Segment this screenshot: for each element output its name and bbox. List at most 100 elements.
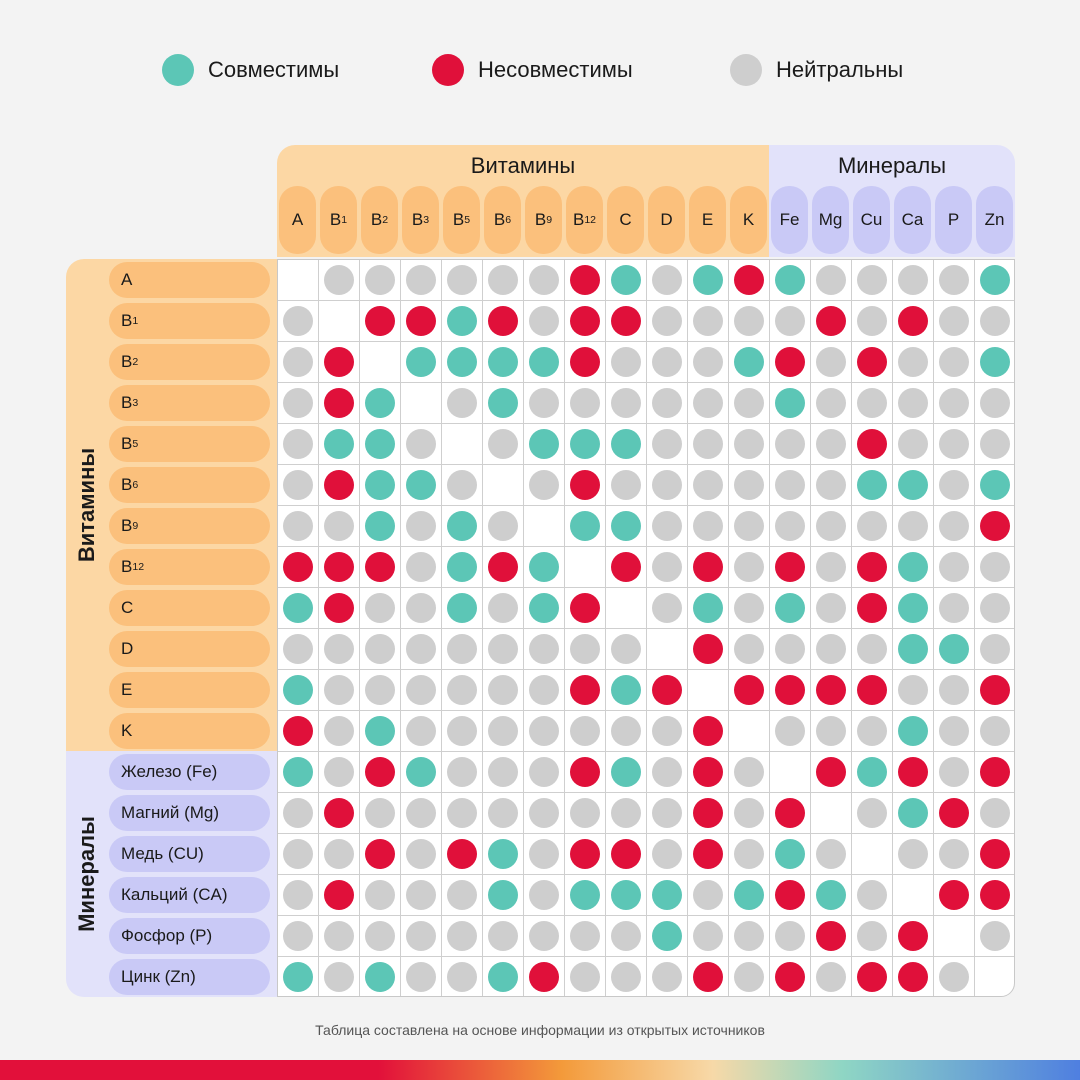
- legend-item-compatible: Совместимы: [162, 52, 339, 88]
- grid-cell: [729, 793, 770, 834]
- grid-cell: [442, 793, 483, 834]
- dot-neutral: [447, 716, 477, 746]
- grid-cell: [565, 752, 606, 793]
- dot-neutral: [857, 265, 887, 295]
- grid-cell: [319, 342, 360, 383]
- grid-cell: [934, 957, 975, 996]
- grid-cell: [319, 260, 360, 301]
- dot-neutral: [857, 306, 887, 336]
- dot-incompatible: [570, 593, 600, 623]
- grid-cell: [729, 875, 770, 916]
- dot-compatible: [529, 593, 559, 623]
- dot-neutral: [447, 921, 477, 951]
- grid-cell: [442, 465, 483, 506]
- grid-cell: [688, 383, 729, 424]
- dot-incompatible: [693, 798, 723, 828]
- grid-cell: [565, 588, 606, 629]
- dot-compatible: [652, 880, 682, 910]
- grid-cell: [975, 711, 1014, 752]
- dot-compatible: [611, 511, 641, 541]
- dot-neutral: [816, 388, 846, 418]
- grid-cell: [565, 834, 606, 875]
- grid-cell: [647, 588, 688, 629]
- grid-cell: [319, 957, 360, 996]
- dot-neutral: [939, 511, 969, 541]
- grid-cell: [770, 260, 811, 301]
- dot-compatible: [898, 634, 928, 664]
- dot-neutral: [734, 757, 764, 787]
- dot-incompatible: [365, 552, 395, 582]
- grid-cell: [278, 465, 319, 506]
- dot-neutral: [611, 921, 641, 951]
- dot-compatible: [570, 880, 600, 910]
- grid-cell: [893, 793, 934, 834]
- grid-cell: [688, 588, 729, 629]
- dot-neutral: [816, 593, 846, 623]
- dot-incompatible: [734, 265, 764, 295]
- dot-neutral: [857, 921, 887, 951]
- grid-cell: [770, 711, 811, 752]
- grid-cell: [934, 752, 975, 793]
- dot-compatible: [980, 347, 1010, 377]
- grid-cell-diagonal: [688, 670, 729, 711]
- dot-neutral: [611, 388, 641, 418]
- dot-incompatible: [980, 757, 1010, 787]
- dot-incompatible: [570, 306, 600, 336]
- grid-cell: [852, 588, 893, 629]
- grid-cell: [483, 424, 524, 465]
- grid-cell: [483, 916, 524, 957]
- dot-neutral: [529, 675, 559, 705]
- dot-compatible: [611, 757, 641, 787]
- dot-neutral: [652, 839, 682, 869]
- grid-cell: [647, 424, 688, 465]
- grid-cell: [770, 670, 811, 711]
- grid-cell: [647, 506, 688, 547]
- grid-cell: [442, 957, 483, 996]
- grid-cell: [360, 383, 401, 424]
- dot-incompatible: [324, 347, 354, 377]
- grid-cell: [729, 506, 770, 547]
- grid-cell: [483, 506, 524, 547]
- grid-cell-diagonal: [811, 793, 852, 834]
- grid-cell: [278, 957, 319, 996]
- dot-neutral: [283, 634, 313, 664]
- grid-cell: [319, 506, 360, 547]
- dot-incompatible: [365, 306, 395, 336]
- grid-cell: [565, 957, 606, 996]
- dot-incompatible: [898, 962, 928, 992]
- dot-incompatible: [283, 552, 313, 582]
- dot-neutral: [980, 429, 1010, 459]
- grid-cell: [934, 588, 975, 629]
- grid-cell: [811, 342, 852, 383]
- dot-compatible: [365, 429, 395, 459]
- dot-compatible: [775, 388, 805, 418]
- grid-cell-diagonal: [893, 875, 934, 916]
- dot-neutral: [816, 347, 846, 377]
- grid-cell: [442, 752, 483, 793]
- grid-cell: [975, 875, 1014, 916]
- row-header-магний-mg: Магний (Mg): [109, 795, 270, 831]
- grid-cell: [524, 547, 565, 588]
- grid-cell: [688, 793, 729, 834]
- dot-neutral: [283, 839, 313, 869]
- grid-cell: [934, 834, 975, 875]
- dot-neutral: [980, 716, 1010, 746]
- grid-cell-diagonal: [565, 547, 606, 588]
- dot-incompatible: [775, 962, 805, 992]
- dot-compatible: [365, 470, 395, 500]
- dot-incompatible: [611, 839, 641, 869]
- dot-neutral: [488, 593, 518, 623]
- dot-incompatible: [570, 839, 600, 869]
- dot-compatible: [406, 757, 436, 787]
- grid-cell: [975, 588, 1014, 629]
- grid-cell: [565, 916, 606, 957]
- grid-cell: [401, 301, 442, 342]
- grid-cell: [524, 957, 565, 996]
- dot-neutral: [406, 265, 436, 295]
- grid-cell: [565, 629, 606, 670]
- dot-neutral: [447, 757, 477, 787]
- grid-cell: [483, 588, 524, 629]
- dot-neutral: [816, 962, 846, 992]
- row-header-d: D: [109, 631, 270, 667]
